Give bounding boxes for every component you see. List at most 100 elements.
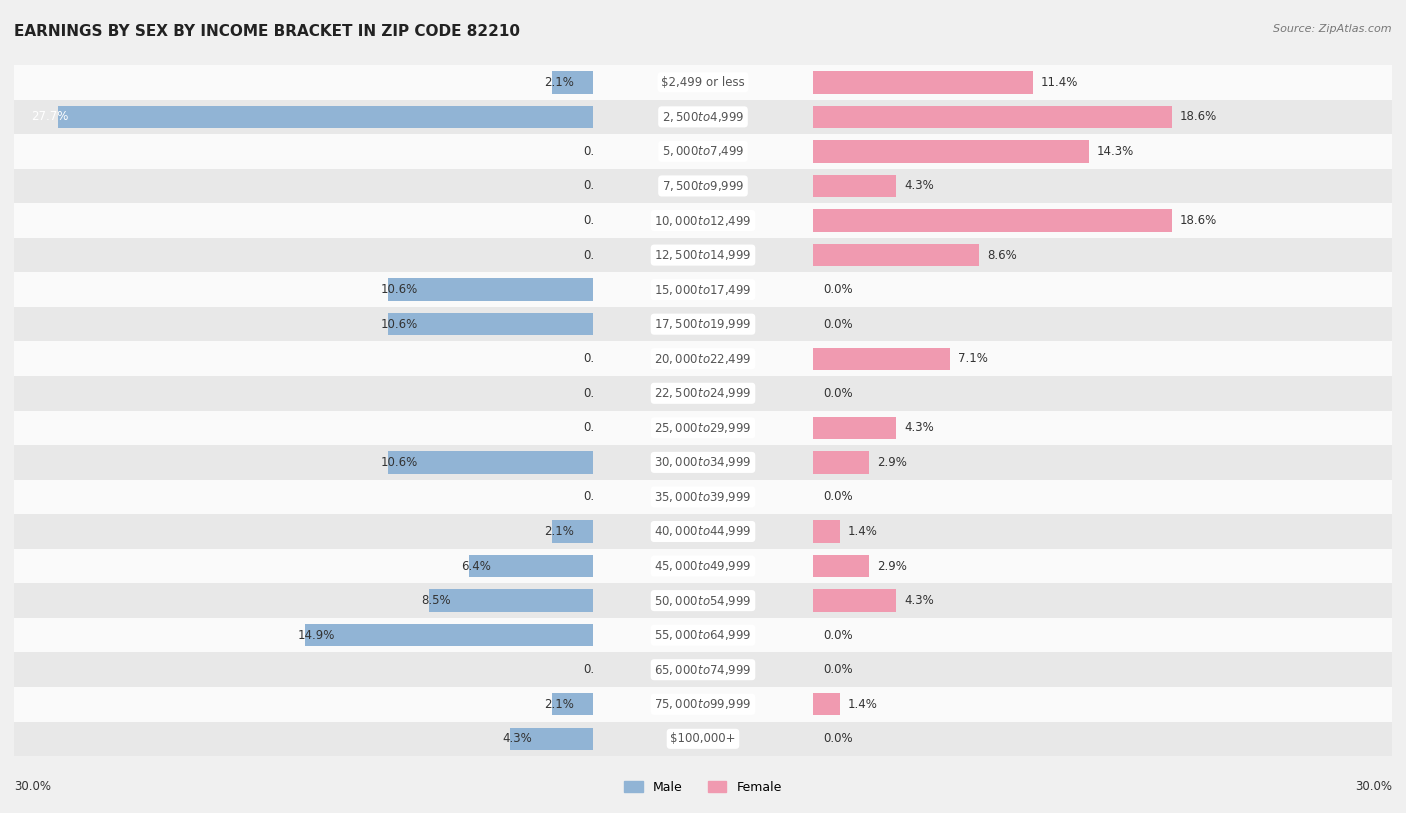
Bar [429,589,593,612]
Bar [813,520,841,543]
Bar [813,169,1392,203]
Text: 0.0%: 0.0% [583,249,613,262]
Text: 0.0%: 0.0% [583,352,613,365]
Text: $25,000 to $29,999: $25,000 to $29,999 [654,421,752,435]
Text: 2.9%: 2.9% [877,559,907,572]
Text: $12,500 to $14,999: $12,500 to $14,999 [654,248,752,262]
Bar [593,446,813,480]
Bar [14,237,593,272]
Bar [14,376,593,411]
Bar [813,549,1392,584]
Bar [813,515,1392,549]
Text: 30.0%: 30.0% [14,780,51,793]
Text: 10.6%: 10.6% [381,318,418,331]
Text: 0.0%: 0.0% [823,628,852,641]
Text: Source: ZipAtlas.com: Source: ZipAtlas.com [1274,24,1392,34]
Bar [14,411,593,446]
Bar [813,237,1392,272]
Text: 18.6%: 18.6% [1180,111,1218,124]
Bar [813,416,896,439]
Bar [813,341,1392,376]
Text: $20,000 to $22,499: $20,000 to $22,499 [654,352,752,366]
Text: $5,000 to $7,499: $5,000 to $7,499 [662,145,744,159]
Text: 2.9%: 2.9% [877,456,907,469]
Text: $55,000 to $64,999: $55,000 to $64,999 [654,628,752,642]
Bar [388,278,593,301]
Bar [553,693,593,715]
Bar [388,451,593,474]
Bar [593,515,813,549]
Bar [14,480,593,515]
Text: 0.0%: 0.0% [823,283,852,296]
Bar [593,341,813,376]
Bar [813,134,1392,169]
Bar [593,169,813,203]
Text: $45,000 to $49,999: $45,000 to $49,999 [654,559,752,573]
Text: $40,000 to $44,999: $40,000 to $44,999 [654,524,752,538]
Text: 0.0%: 0.0% [583,387,613,400]
Bar [14,618,593,652]
Bar [593,376,813,411]
Text: $22,500 to $24,999: $22,500 to $24,999 [654,386,752,400]
Bar [813,618,1392,652]
Bar [593,584,813,618]
Text: 0.0%: 0.0% [583,490,613,503]
Text: $100,000+: $100,000+ [671,733,735,746]
Bar [813,687,1392,722]
Text: $7,500 to $9,999: $7,500 to $9,999 [662,179,744,193]
Bar [813,209,1173,232]
Bar [593,652,813,687]
Bar [813,652,1392,687]
Text: $10,000 to $12,499: $10,000 to $12,499 [654,214,752,228]
Text: 4.3%: 4.3% [904,594,934,607]
Legend: Male, Female: Male, Female [619,776,787,798]
Bar [813,376,1392,411]
Bar [14,549,593,584]
Text: 0.0%: 0.0% [823,663,852,676]
Bar [553,71,593,93]
Bar [813,140,1090,163]
Text: 4.3%: 4.3% [904,421,934,434]
Text: $2,500 to $4,999: $2,500 to $4,999 [662,110,744,124]
Bar [14,272,593,307]
Text: 0.0%: 0.0% [823,490,852,503]
Text: $75,000 to $99,999: $75,000 to $99,999 [654,698,752,711]
Bar [813,554,869,577]
Text: 1.4%: 1.4% [848,525,877,538]
Text: EARNINGS BY SEX BY INCOME BRACKET IN ZIP CODE 82210: EARNINGS BY SEX BY INCOME BRACKET IN ZIP… [14,24,520,39]
Text: 6.4%: 6.4% [461,559,492,572]
Bar [813,589,896,612]
Bar [14,307,593,341]
Text: $2,499 or less: $2,499 or less [661,76,745,89]
Bar [813,446,1392,480]
Text: 11.4%: 11.4% [1040,76,1078,89]
Bar [813,99,1392,134]
Text: 2.1%: 2.1% [544,698,575,711]
Bar [813,272,1392,307]
Text: $35,000 to $39,999: $35,000 to $39,999 [654,490,752,504]
Text: 0.0%: 0.0% [583,421,613,434]
Text: 4.3%: 4.3% [904,180,934,193]
Bar [813,106,1173,128]
Bar [14,446,593,480]
Bar [593,203,813,237]
Text: 10.6%: 10.6% [381,456,418,469]
Bar [593,411,813,446]
Text: $65,000 to $74,999: $65,000 to $74,999 [654,663,752,676]
Bar [593,307,813,341]
Text: 30.0%: 30.0% [1355,780,1392,793]
Bar [14,169,593,203]
Bar [14,515,593,549]
Bar [593,134,813,169]
Bar [14,652,593,687]
Bar [14,99,593,134]
Text: $15,000 to $17,499: $15,000 to $17,499 [654,283,752,297]
Bar [593,237,813,272]
Bar [510,728,593,750]
Text: 14.9%: 14.9% [298,628,335,641]
Bar [305,624,593,646]
Bar [14,65,593,99]
Text: 2.1%: 2.1% [544,525,575,538]
Bar [813,203,1392,237]
Text: 7.1%: 7.1% [957,352,988,365]
